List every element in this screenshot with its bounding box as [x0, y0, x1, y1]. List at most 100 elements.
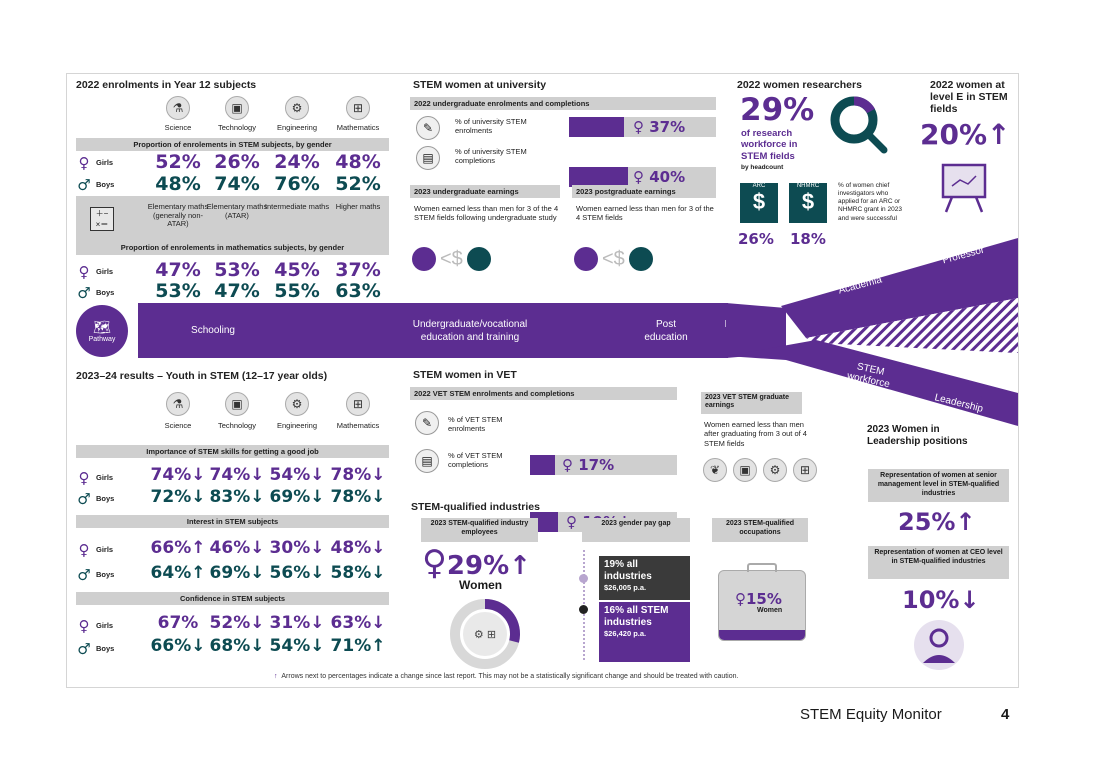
conf-girls-value: 31%↓ [269, 613, 325, 633]
footer-title: STEM Equity Monitor [800, 706, 942, 723]
gender-label: Girls [96, 621, 114, 630]
enrol-subject-label: Science [164, 123, 192, 132]
conf-boys-value: 54%↓ [269, 636, 325, 656]
emp-donut: ⚙ ⊞ [450, 599, 520, 669]
gap-dot [579, 574, 588, 583]
certificate-icon: ▤ [416, 146, 440, 170]
univ-compl-label: % of university STEM completions [455, 147, 527, 166]
univ-enrol-bar: ♀ 37% [569, 117, 716, 137]
pathway-fan [726, 238, 1018, 426]
imp-girls-value: 78%↓ [330, 465, 386, 485]
nhmrc-pct: 18% [790, 230, 826, 248]
conf-girls-value: 67% [157, 613, 199, 633]
enrol-subject-label: Engineering [276, 123, 318, 132]
occ-fill [719, 629, 805, 640]
calculator-icon: ⊞ [793, 458, 817, 482]
gap-title: 2023 gender pay gap [582, 518, 690, 542]
vet-earn-title: 2023 VET STEM graduate earnings [701, 392, 802, 414]
gear-icon: ⚙ [285, 392, 309, 416]
gap-stem-box: 16% all STEM industries $26,420 p.a. [599, 602, 690, 662]
youth-title: 2023–24 results – Youth in STEM (12–17 y… [76, 370, 328, 382]
man-icon [628, 247, 653, 271]
int-boys-value: 64%↑ [150, 563, 206, 583]
enrol-girls-value: 52% [155, 151, 201, 173]
univ-sub1: 2022 undergraduate enrolments and comple… [410, 97, 716, 110]
occ-label: Women [757, 607, 783, 614]
less-than-icon: <$ [602, 247, 625, 270]
male-icon: ♂ [77, 566, 91, 584]
math-boys-value: 47% [214, 280, 260, 302]
gender-label: Boys [96, 494, 115, 503]
research-pct: 29% [740, 92, 815, 128]
pg-earn-text: Women earned less than men for 3 of the … [576, 204, 714, 223]
int-girls-value: 46%↓ [209, 538, 265, 558]
enrol-girls-value: 48% [335, 151, 381, 173]
math-boys-value: 53% [155, 280, 201, 302]
less-than-icon: <$ [440, 247, 463, 270]
int-boys-value: 69%↓ [209, 563, 265, 583]
interest-caption: Interest in STEM subjects [76, 515, 389, 528]
map-icon: 🗺 [93, 319, 111, 335]
stage-undergrad: Undergraduate/vocational education and t… [412, 319, 528, 343]
conf-girls-value: 63%↓ [330, 613, 386, 633]
businesswoman-icon [914, 620, 964, 670]
female-icon: ♀ [78, 617, 90, 635]
ceo-caption: Representation of women at CEO level in … [868, 546, 1009, 579]
occ-pct-line: ♀15% [735, 590, 782, 608]
gear-icon: ⚙ [285, 96, 309, 120]
int-boys-value: 56%↓ [269, 563, 325, 583]
univ-compl-value: ♀ 40% [633, 168, 686, 186]
vet-enrol-value: ♀ 17% [562, 456, 615, 474]
pathway-badge: 🗺 Pathway [76, 305, 128, 357]
svg-text:⚙ ⊞: ⚙ ⊞ [474, 629, 496, 641]
research-title: 2022 women researchers [737, 79, 862, 91]
female-icon: ♀ [78, 541, 90, 559]
math-girls-value: 37% [335, 259, 381, 281]
gap-all-box: 19% all industries $26,005 p.a. [599, 556, 690, 600]
youth-subject-label: Technology [218, 421, 256, 430]
microscope-icon: ⚗ [166, 96, 190, 120]
math-subject-label: Higher maths [335, 202, 381, 211]
youth-subject-label: Engineering [276, 421, 318, 430]
pg-earn-title: 2023 postgraduate earnings [572, 185, 716, 198]
presentation-board-icon [941, 163, 987, 213]
levelE-pct: 20%↑ [920, 118, 1011, 151]
footer-page: 4 [1001, 706, 1010, 723]
gender-label: Girls [96, 545, 114, 554]
univ-enrol-value: ♀ 37% [633, 118, 686, 136]
conf-boys-value: 68%↓ [209, 636, 265, 656]
importance-caption: Importance of STEM skills for getting a … [76, 445, 389, 458]
univ-enrol-fill [569, 117, 624, 137]
imp-girls-value: 74%↓ [209, 465, 265, 485]
gender-label: Girls [96, 267, 114, 276]
calculator-icon: ⊞ [346, 96, 370, 120]
calculator-icon: ＋− ×＝ [90, 207, 114, 231]
vet-certificate-icon: ▤ [415, 449, 439, 473]
research-desc: of research workforce in STEM fields [741, 128, 798, 162]
female-icon: ♀ [78, 154, 90, 172]
vet-form-icon: ✎ [415, 411, 439, 435]
arc-grant-icon: ARC $ [740, 183, 778, 223]
nhmrc-grant-icon: NHMRC $ [789, 183, 827, 223]
plant-icon: ❦ [703, 458, 727, 482]
ceo-pct: 10%↓ [902, 586, 980, 614]
industries-title: STEM-qualified industries [411, 501, 540, 513]
gender-label: Boys [96, 644, 115, 653]
math-boys-value: 63% [335, 280, 381, 302]
youth-subject-label: Science [164, 421, 192, 430]
int-girls-value: 66%↑ [150, 538, 206, 558]
magnifier-icon [830, 96, 888, 154]
arc-pct: 26% [738, 230, 774, 248]
chip-icon: ▣ [225, 392, 249, 416]
arrow-up-icon: ↑ [274, 673, 278, 680]
imp-girls-value: 74%↓ [150, 465, 206, 485]
imp-boys-value: 69%↓ [269, 487, 325, 507]
math-subject-label: Intermediate maths [264, 202, 330, 211]
chip-icon: ▣ [733, 458, 757, 482]
math-caption: Proportion of enrolements in mathematics… [120, 243, 345, 252]
vet-sub1: 2022 VET STEM enrolments and completions [410, 387, 677, 400]
enrol-boys-value: 76% [274, 173, 320, 195]
calculator-icon: ⊞ [346, 392, 370, 416]
math-subject-label: Elementary maths (generally non-ATAR) [147, 202, 209, 229]
gender-label: Boys [96, 570, 115, 579]
